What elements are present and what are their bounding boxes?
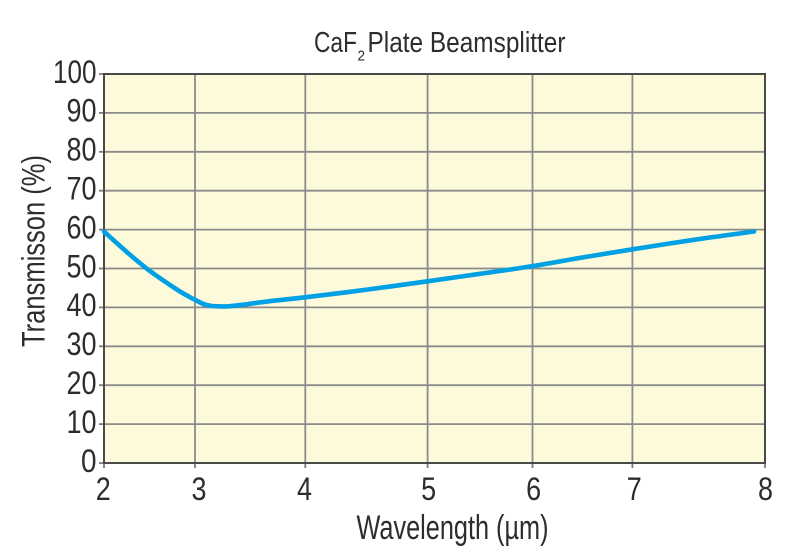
- svg-text:90: 90: [67, 93, 97, 129]
- svg-text:10: 10: [67, 404, 97, 440]
- svg-text:Plate Beamsplitter: Plate Beamsplitter: [368, 27, 566, 59]
- svg-text:2: 2: [358, 48, 366, 65]
- svg-text:100: 100: [53, 54, 97, 90]
- svg-text:30: 30: [67, 326, 97, 362]
- svg-text:40: 40: [67, 287, 97, 323]
- svg-text:Transmisson (%): Transmisson (%): [15, 155, 51, 347]
- svg-text:6: 6: [526, 471, 541, 507]
- svg-text:4: 4: [297, 471, 312, 507]
- svg-text:Wavelength (µm): Wavelength (µm): [357, 509, 549, 547]
- svg-text:60: 60: [67, 209, 97, 245]
- svg-text:2: 2: [96, 471, 111, 507]
- svg-text:20: 20: [67, 365, 97, 401]
- svg-text:7: 7: [627, 471, 642, 507]
- svg-text:5: 5: [421, 471, 436, 507]
- svg-text:3: 3: [192, 471, 207, 507]
- svg-text:8: 8: [758, 471, 773, 507]
- svg-text:CaF: CaF: [314, 27, 357, 59]
- svg-text:50: 50: [67, 248, 97, 284]
- svg-text:0: 0: [81, 443, 97, 479]
- svg-text:80: 80: [67, 132, 97, 168]
- svg-text:70: 70: [67, 171, 97, 207]
